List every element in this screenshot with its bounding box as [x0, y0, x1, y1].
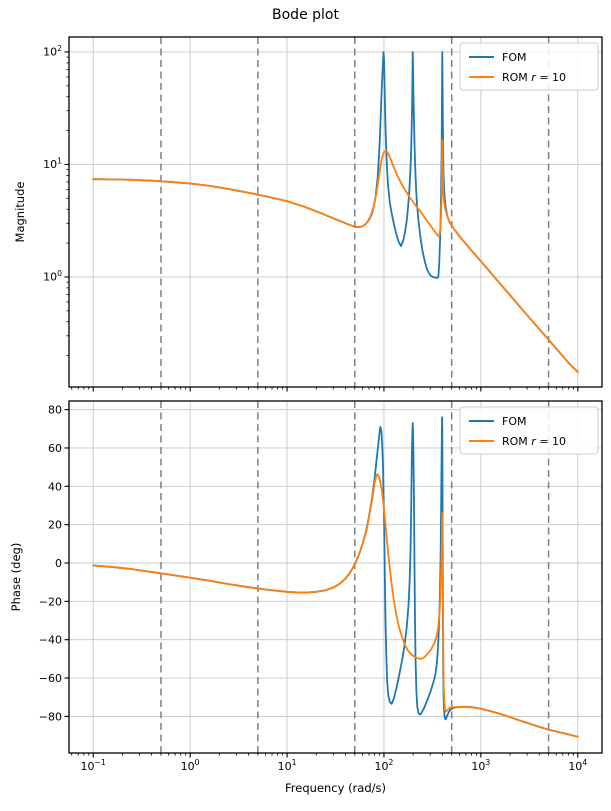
axis-ticks: [64, 51, 579, 392]
axes-border: [68, 36, 603, 388]
magnitude-subplot: 100 101 102 FOM ROM r = 10: [43, 36, 603, 392]
x-tick-label: 101: [278, 758, 297, 773]
phase-subplot: 10−1 100 101 102 103 104 80 60 40 20 0 −20 −40 −60 −80…: [39, 400, 603, 773]
figure-title: Bode plot: [272, 7, 339, 23]
legend: FOM ROM r = 10: [459, 42, 599, 91]
phase-axis-label: Phase (deg): [9, 542, 23, 612]
axes-border: [68, 400, 603, 754]
legend-label-fom: FOM: [502, 415, 526, 428]
fom-series-line: [92, 416, 579, 738]
x-tick-label: 102: [375, 758, 394, 773]
x-axis-label: Frequency (rad/s): [285, 781, 386, 795]
rom-series-line: [92, 139, 579, 373]
grid-lines: [69, 401, 602, 753]
y-tick-label: 20: [48, 519, 62, 532]
y-tick-label: 0: [55, 557, 62, 570]
y-tick-label: 100: [43, 269, 62, 284]
tick-labels: 10−1 100 101 102 103 104 80 60 40 20 0 −20 −40 −60 −80: [39, 404, 588, 773]
y-tick-label: −80: [39, 710, 62, 723]
legend-label-rom: ROM r = 10: [502, 435, 566, 448]
y-tick-label: −20: [39, 595, 62, 608]
legend-label-fom: FOM: [502, 51, 526, 64]
y-tick-label: −60: [39, 672, 62, 685]
rom-series-line: [92, 473, 579, 738]
x-tick-label: 104: [568, 758, 587, 773]
marker-vlines: [160, 401, 550, 753]
tick-labels: 100 101 102: [43, 44, 62, 284]
magnitude-axis-label: Magnitude: [13, 181, 27, 243]
legend: FOM ROM r = 10: [459, 406, 599, 455]
x-tick-label: 100: [181, 758, 200, 773]
axis-ticks: [64, 409, 579, 758]
y-tick-label: 80: [48, 404, 62, 417]
x-tick-label: 10−1: [81, 758, 106, 773]
y-tick-label: 60: [48, 442, 62, 455]
legend-box: [459, 42, 599, 91]
marker-vlines: [160, 37, 550, 387]
y-tick-label: 40: [48, 480, 62, 493]
legend-label-rom: ROM r = 10: [502, 71, 566, 84]
legend-box: [459, 406, 599, 455]
y-tick-label: 101: [43, 156, 62, 171]
y-tick-label: 102: [43, 44, 62, 59]
fom-series-line: [92, 51, 579, 373]
y-tick-label: −40: [39, 634, 62, 647]
x-tick-label: 103: [471, 758, 490, 773]
